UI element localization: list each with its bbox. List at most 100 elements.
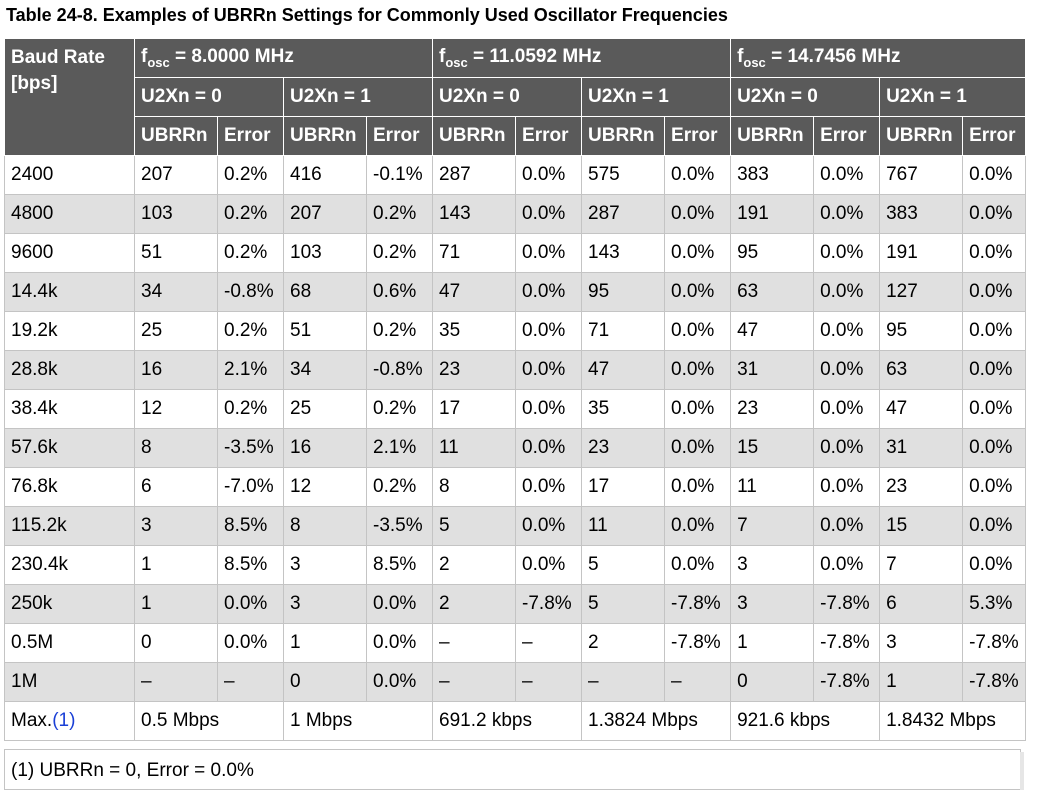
- ubrr-value-cell: 1: [134, 545, 218, 585]
- max-rate-cell: 1.8432 Mbps: [879, 701, 1027, 741]
- max-rate-cell: 1.3824 Mbps: [581, 701, 732, 741]
- footnote-ref-link[interactable]: (1): [52, 710, 76, 731]
- baud-rate-cell: 28.8k: [4, 350, 135, 390]
- table-row: 2400 207 0.2% 416 -0.1% 287 0.0% 575 0.0% 383 0.0%…: [4, 155, 1027, 195]
- ubrr-value-cell: 5: [581, 584, 666, 624]
- ubrr-value-cell: 3: [879, 623, 964, 663]
- ubrr-value-cell: 71: [581, 311, 666, 351]
- max-label: Max.: [11, 710, 53, 731]
- ubrr-value-cell: 1: [879, 662, 964, 702]
- error-value-cell: –: [217, 662, 284, 702]
- error-value-cell: 0.0%: [813, 545, 881, 585]
- error-value-cell: -7.8%: [813, 584, 881, 624]
- error-value-cell: -3.5%: [365, 506, 434, 546]
- error-value-cell: 0.0%: [813, 272, 881, 312]
- ubrr-value-cell: 287: [432, 155, 517, 195]
- ubrr-value-cell: 8: [134, 428, 218, 468]
- ubrr-value-cell: 2: [432, 545, 517, 585]
- ubrr-value-cell: 103: [134, 194, 218, 234]
- ubrr-value-cell: 16: [283, 428, 367, 468]
- table-row: 0.5M 0 0.0% 1 0.0% – –2 -7.8% 1 -7.8% 3 -7.8%: [4, 623, 1027, 663]
- ubrr-value-cell: 207: [283, 194, 367, 234]
- error-value-cell: -7.8%: [813, 662, 881, 702]
- ubrr-value-cell: 12: [283, 467, 367, 507]
- error-value-cell: 0.0%: [664, 155, 732, 195]
- ubrr-value-cell: 11: [432, 428, 517, 468]
- ubrr-value-cell: 95: [730, 233, 815, 273]
- error-column-header: Error: [962, 116, 1027, 156]
- error-value-cell: 0.0%: [813, 311, 881, 351]
- footnote: (1) UBRRn = 0, Error = 0.0%: [4, 749, 1021, 790]
- ubrr-value-cell: 71: [432, 233, 517, 273]
- error-column-header: Error: [813, 116, 881, 156]
- baud-rate-cell: 57.6k: [4, 428, 135, 468]
- error-value-cell: 0.6%: [365, 272, 434, 312]
- baud-rate-cell: 115.2k: [4, 506, 135, 546]
- ubrr-value-cell: 51: [134, 233, 218, 273]
- error-value-cell: 0.0%: [365, 584, 434, 624]
- ubrr-value-cell: 31: [879, 428, 964, 468]
- error-value-cell: 0.2%: [217, 233, 284, 273]
- error-value-cell: 0.2%: [217, 155, 284, 195]
- baud-rate-cell: 38.4k: [4, 389, 135, 429]
- error-column-header: Error: [664, 116, 732, 156]
- error-value-cell: 0.0%: [664, 311, 732, 351]
- error-value-cell: 5.3%: [962, 584, 1027, 624]
- error-value-cell: -0.8%: [217, 272, 284, 312]
- table-row: 250k 1 0.0% 3 0.0% 2 -7.8% 5 -7.8% 3 -7.8% 6 5.3%: [4, 584, 1027, 624]
- error-value-cell: 0.0%: [664, 467, 732, 507]
- error-value-cell: 0.0%: [962, 545, 1027, 585]
- error-value-cell: 0.2%: [365, 311, 434, 351]
- osc-header: fosc = 11.0592 MHz: [432, 38, 732, 78]
- ubrr-value-cell: 207: [134, 155, 218, 195]
- ubrr-column-header: UBRRn: [432, 116, 517, 156]
- ubrr-value-cell: 1: [730, 623, 815, 663]
- baud-rate-unit: [bps]: [11, 73, 58, 94]
- ubrr-value-cell: 47: [879, 389, 964, 429]
- ubrr-value-cell: 6: [134, 467, 218, 507]
- table-row: 19.2k 25 0.2% 51 0.2% 35 0.0% 71 0.0% 47 0.0% 95 0.0…: [4, 311, 1027, 351]
- error-value-cell: 0.0%: [813, 467, 881, 507]
- u2x-header: U2Xn = 1: [879, 77, 1027, 117]
- error-value-cell: 0.0%: [515, 350, 583, 390]
- error-value-cell: 0.0%: [515, 194, 583, 234]
- error-value-cell: 0.0%: [962, 155, 1027, 195]
- ubrr-value-cell: 287: [581, 194, 666, 234]
- ubrr-value-cell: 23: [581, 428, 666, 468]
- error-value-cell: 2.1%: [365, 428, 434, 468]
- table-row: 76.8k 6 -7.0% 12 0.2% 8 0.0% 17 0.0% 11 0.0% 23 0.0%: [4, 467, 1027, 507]
- error-value-cell: 0.2%: [365, 389, 434, 429]
- error-value-cell: 0.0%: [962, 311, 1027, 351]
- table-row: 9600 51 0.2% 103 0.2% 71 0.0% 143 0.0% 95 0.0% 191 0…: [4, 233, 1027, 273]
- ubrr-value-cell: 0: [283, 662, 367, 702]
- error-value-cell: 0.0%: [664, 428, 732, 468]
- table-title: Table 24-8. Examples of UBRRn Settings f…: [6, 5, 728, 25]
- error-value-cell: 0.0%: [664, 350, 732, 390]
- ubrr-value-cell: 191: [730, 194, 815, 234]
- ubrr-value-cell: 103: [283, 233, 367, 273]
- ubrr-value-cell: 11: [581, 506, 666, 546]
- error-value-cell: 0.0%: [515, 545, 583, 585]
- footnote-edge: [1020, 752, 1024, 790]
- u2x-header: U2Xn = 1: [581, 77, 732, 117]
- max-rate-cell: 921.6 kbps: [730, 701, 881, 741]
- u2x-header: U2Xn = 1: [282, 77, 434, 117]
- ubrr-value-cell: 51: [283, 311, 367, 351]
- error-value-cell: 0.0%: [365, 623, 434, 663]
- ubrr-column-header: UBRRn: [581, 116, 666, 156]
- ubrr-value-cell: 68: [283, 272, 367, 312]
- ubrr-value-cell: 17: [432, 389, 517, 429]
- ubrr-value-cell: 7: [730, 506, 815, 546]
- error-value-cell: -7.8%: [515, 584, 583, 624]
- error-value-cell: 0.0%: [962, 428, 1027, 468]
- ubrr-value-cell: 47: [730, 311, 815, 351]
- error-value-cell: 0.2%: [365, 194, 434, 234]
- ubrr-value-cell: 3: [283, 545, 367, 585]
- error-value-cell: –: [664, 662, 732, 702]
- ubrr-value-cell: 35: [581, 389, 666, 429]
- ubrr-value-cell: 575: [581, 155, 666, 195]
- ubrr-value-cell: 63: [730, 272, 815, 312]
- baud-rate-cell: 4800: [4, 194, 135, 234]
- max-rate-cell: 691.2 kbps: [432, 701, 583, 741]
- baud-rate-cell: 1M: [4, 662, 135, 702]
